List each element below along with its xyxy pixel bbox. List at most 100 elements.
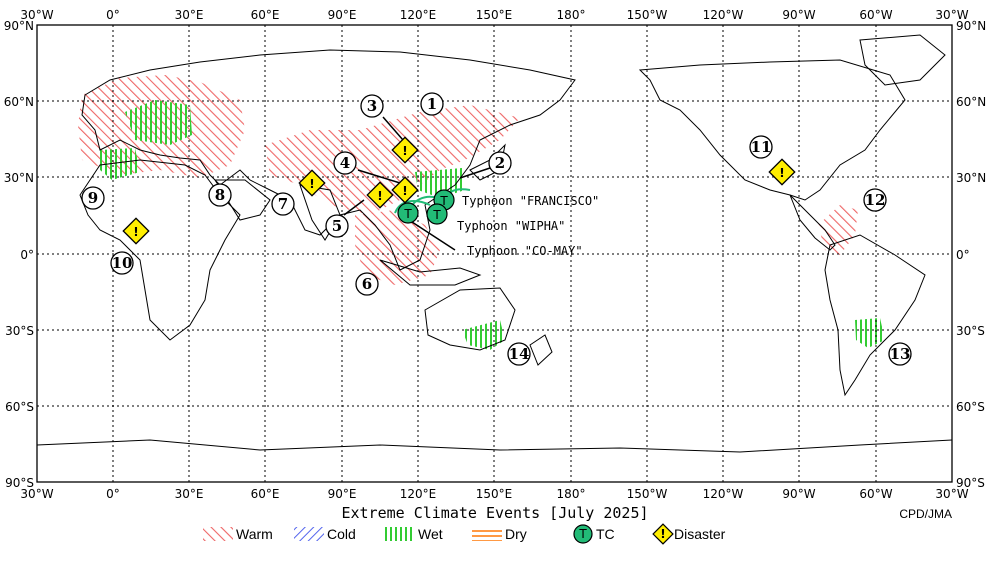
coast-arabia [214,179,271,221]
tc-marker-wipha: T [397,202,419,224]
lon-label: 180° [557,8,586,22]
svg-text:11: 11 [751,138,772,156]
disaster-marker: ! [366,181,394,209]
coast-australia [424,287,516,351]
map-credit: CPD/JMA [899,507,952,521]
coast-africa [79,159,241,341]
svg-text:1: 1 [427,95,437,113]
map-title: Extreme Climate Events [July 2025] [341,504,648,522]
lon-label: 30°W [935,8,968,22]
legend-item-tc: T TC [573,524,615,544]
legend-item-warm: Warm [203,526,273,542]
coast-eurasia [81,49,576,271]
legend-label-wet: Wet [418,526,443,542]
legend-swatch-cold [294,527,324,541]
legend: Warm Cold Wet Dry T TC ! Disaster [203,523,726,545]
tc-marker-comay: T [426,203,448,225]
lat-label: 60°S [5,400,34,414]
event-arrows [343,116,491,251]
svg-text:14: 14 [509,345,530,363]
event-number-4: 4 [333,151,357,175]
svg-text:T: T [403,207,412,221]
coast-greenland [859,34,946,86]
coast-north-america [638,59,906,201]
lat-label: 0° [956,248,970,262]
arrow-5 [343,199,365,216]
lat-label: 60°N [956,95,986,109]
wet-area-south-america [855,318,885,348]
event-number-8: 8 [208,183,232,207]
svg-text:T: T [432,208,441,222]
lon-label: 90°W [782,487,815,501]
svg-text:5: 5 [332,217,342,235]
legend-item-disaster: ! Disaster [652,523,726,545]
lat-label: 30°S [5,324,34,338]
lon-label: 90°W [782,8,815,22]
warm-area-central-america [818,205,858,255]
graticule [37,25,952,482]
event-number-11: 11 [749,135,773,159]
lon-label: 30°W [20,487,53,501]
legend-swatch-warm [203,527,233,541]
coast-central-america [789,194,836,251]
svg-text:9: 9 [88,189,98,207]
lon-label: 90°E [328,8,357,22]
svg-text:3: 3 [367,97,377,115]
svg-text:!: ! [402,144,407,158]
svg-text:12: 12 [865,191,886,209]
legend-tc-icon: T [573,524,593,544]
typhoon-label-wipha: Typhoon "WIPHA" [457,219,565,233]
coast-indonesia [379,259,482,286]
svg-text:4: 4 [340,154,350,172]
svg-text:10: 10 [112,254,133,272]
svg-text:!: ! [402,184,407,198]
disaster-markers: ! ! ! ! ! ! [122,136,796,245]
warm-area-central-asia [265,105,520,215]
svg-text:2: 2 [495,154,505,172]
legend-label-dry: Dry [505,526,527,542]
legend-label-warm: Warm [236,526,273,542]
lon-label: 150°W [627,8,668,22]
typhoon-label-francisco: Typhoon "FRANCISCO" [462,194,599,208]
arrow-comay [411,221,456,251]
lat-label: 30°N [4,171,34,185]
svg-text:!: ! [779,166,784,180]
wet-area-europe [125,100,192,145]
event-number-9: 9 [81,186,105,210]
svg-text:6: 6 [362,275,372,293]
legend-swatch-wet [385,527,415,541]
lon-label: 30°W [935,487,968,501]
typhoon-labels: Typhoon "FRANCISCO" Typhoon "WIPHA" Typh… [457,194,599,258]
coastlines [36,34,953,453]
lon-labels-top: 30°W 0° 30°E 60°E 90°E 120°E 150°E 180° … [20,8,968,22]
event-number-1: 1 [420,92,444,116]
arrow-3 [382,116,404,141]
lon-label: 0° [106,487,120,501]
legend-swatch-dry [472,527,502,541]
lon-label: 150°E [476,487,513,501]
svg-text:!: ! [660,527,665,541]
wet-area-north-africa [100,148,140,180]
warm-area-southeast-asia [355,210,440,285]
event-number-14: 14 [507,342,531,366]
legend-item-wet: Wet [385,526,443,542]
arrow-2 [459,167,491,179]
legend-label-cold: Cold [327,526,356,542]
lon-label: 60°E [251,487,280,501]
lat-label: 90°N [956,19,986,33]
svg-text:!: ! [133,225,138,239]
legend-item-cold: Cold [294,526,356,542]
lon-label: 0° [106,8,120,22]
lat-label: 30°S [956,324,985,338]
lon-label: 30°E [175,487,204,501]
lon-label: 120°E [400,8,437,22]
lon-labels-bottom: 30°W 0° 30°E 60°E 90°E 120°E 150°E 180° … [20,487,968,501]
event-numbers: 1 2 3 4 5 6 7 8 [81,92,912,366]
lon-label: 120°W [703,8,744,22]
coast-new-zealand [529,334,553,366]
legend-item-dry: Dry [472,526,527,542]
lat-label: 60°S [956,400,985,414]
svg-text:8: 8 [215,186,225,204]
typhoon-label-comay: Typhoon "CO-MAY" [467,244,583,258]
event-number-6: 6 [355,272,379,296]
